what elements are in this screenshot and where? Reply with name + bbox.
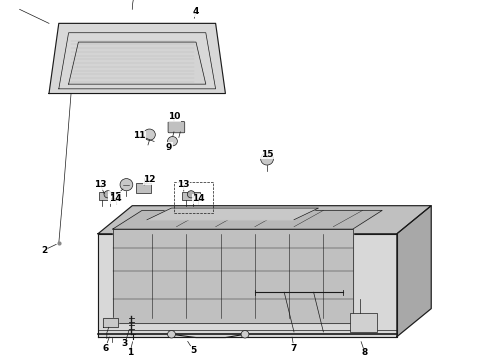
Text: 12: 12: [143, 175, 156, 184]
Polygon shape: [69, 42, 206, 84]
Polygon shape: [98, 206, 431, 234]
Polygon shape: [98, 234, 397, 337]
Text: 2: 2: [41, 246, 47, 255]
Circle shape: [144, 129, 155, 140]
Polygon shape: [103, 318, 118, 327]
Text: 11: 11: [133, 131, 146, 140]
Circle shape: [104, 191, 112, 198]
Text: 8: 8: [362, 348, 368, 357]
Text: 14: 14: [109, 194, 122, 203]
FancyBboxPatch shape: [168, 122, 185, 133]
Bar: [182, 192, 200, 201]
Polygon shape: [397, 206, 431, 337]
Polygon shape: [113, 210, 382, 229]
Text: 3: 3: [122, 339, 128, 348]
Bar: [136, 183, 151, 193]
Text: 9: 9: [166, 143, 172, 152]
Text: 5: 5: [191, 346, 196, 355]
Text: 10: 10: [168, 112, 180, 121]
Circle shape: [187, 191, 195, 198]
Bar: [174, 182, 213, 213]
Bar: [99, 192, 117, 201]
Polygon shape: [147, 208, 318, 220]
Text: 7: 7: [291, 344, 297, 353]
Polygon shape: [113, 229, 353, 323]
Text: 15: 15: [109, 192, 122, 201]
Polygon shape: [49, 23, 225, 94]
Circle shape: [120, 179, 133, 191]
Circle shape: [241, 330, 249, 338]
Circle shape: [168, 330, 175, 338]
Circle shape: [261, 153, 273, 165]
Text: 4: 4: [193, 7, 199, 16]
Text: 14: 14: [192, 194, 205, 203]
Text: 13: 13: [94, 180, 107, 189]
Text: 1: 1: [127, 348, 133, 357]
Circle shape: [168, 136, 177, 146]
Bar: [350, 313, 377, 332]
Text: 13: 13: [177, 180, 190, 189]
Text: 6: 6: [102, 344, 108, 353]
Text: 15: 15: [261, 150, 273, 159]
